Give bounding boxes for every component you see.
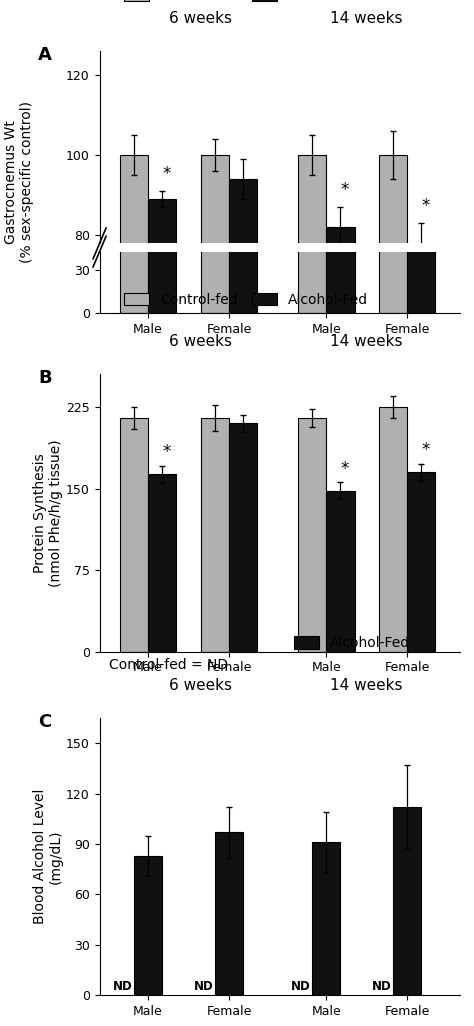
- Bar: [379, 407, 407, 652]
- Text: *: *: [340, 460, 348, 478]
- Bar: [312, 842, 340, 995]
- Legend: Control-fed, Alcohol-Fed: Control-fed, Alcohol-Fed: [125, 0, 368, 2]
- Bar: [326, 196, 355, 313]
- Bar: [326, 228, 355, 556]
- Text: 6 weeks: 6 weeks: [169, 677, 232, 693]
- Bar: [407, 203, 436, 313]
- Text: Gastrocnemus Wt
(% sex-specific control): Gastrocnemus Wt (% sex-specific control): [4, 102, 34, 263]
- Y-axis label: Blood Alcohol Level
(mg/dL): Blood Alcohol Level (mg/dL): [33, 789, 63, 924]
- Text: ND: ND: [291, 980, 310, 993]
- Bar: [298, 170, 326, 313]
- Bar: [229, 179, 257, 313]
- Bar: [229, 424, 257, 652]
- Text: 14 weeks: 14 weeks: [330, 10, 402, 26]
- Text: ND: ND: [372, 980, 392, 993]
- Text: *: *: [162, 165, 171, 184]
- Bar: [229, 180, 257, 556]
- Text: ND: ND: [113, 980, 133, 993]
- Bar: [201, 155, 229, 556]
- Bar: [407, 472, 436, 652]
- Bar: [379, 155, 407, 556]
- Bar: [201, 418, 229, 652]
- Bar: [298, 155, 326, 556]
- Text: 14 weeks: 14 weeks: [330, 677, 402, 693]
- Text: Control-fed = ND: Control-fed = ND: [109, 658, 228, 672]
- Bar: [120, 418, 148, 652]
- Text: 14 weeks: 14 weeks: [330, 333, 402, 349]
- Y-axis label: Protein Synthesis
(nmol Phe/h/g tissue): Protein Synthesis (nmol Phe/h/g tissue): [33, 439, 63, 587]
- Text: B: B: [38, 369, 52, 388]
- Legend: Alcohol-Fed: Alcohol-Fed: [294, 636, 410, 650]
- Text: *: *: [340, 182, 348, 199]
- Bar: [326, 490, 355, 652]
- Text: A: A: [38, 46, 52, 65]
- Bar: [407, 247, 436, 556]
- Text: *: *: [421, 441, 429, 460]
- Legend: Control-fed, Alcohol-Fed: Control-fed, Alcohol-Fed: [125, 292, 368, 307]
- Text: C: C: [38, 713, 51, 732]
- Bar: [201, 170, 229, 313]
- Bar: [148, 474, 176, 652]
- Bar: [148, 186, 176, 313]
- Bar: [379, 170, 407, 313]
- Bar: [148, 199, 176, 556]
- Bar: [120, 155, 148, 556]
- Text: *: *: [421, 197, 429, 215]
- Text: ND: ND: [194, 980, 213, 993]
- Text: *: *: [162, 443, 171, 462]
- Bar: [215, 832, 243, 995]
- Text: 6 weeks: 6 weeks: [169, 333, 232, 349]
- Bar: [134, 856, 162, 995]
- Bar: [393, 807, 421, 995]
- Text: 6 weeks: 6 weeks: [169, 10, 232, 26]
- Bar: [120, 170, 148, 313]
- Bar: [298, 418, 326, 652]
